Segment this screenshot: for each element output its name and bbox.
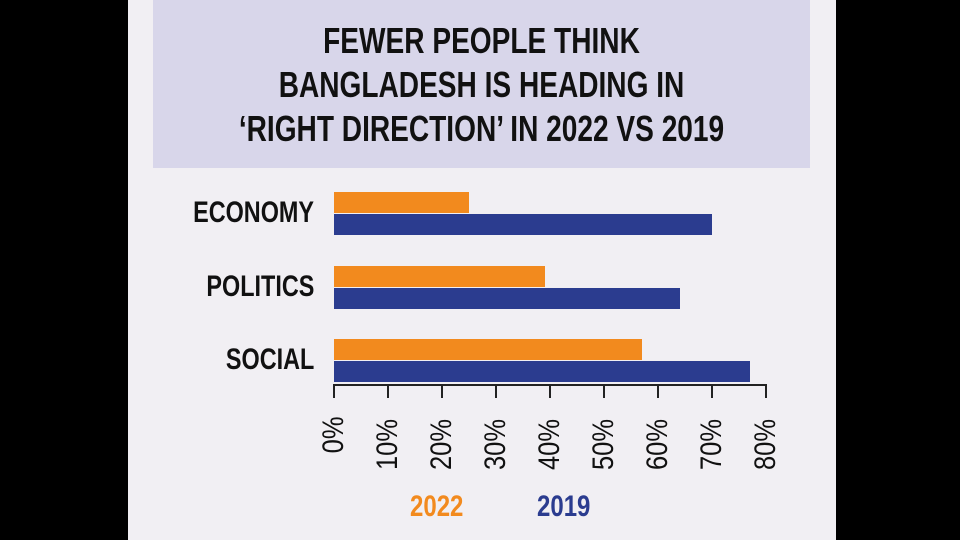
bar-politics-2022	[334, 266, 545, 287]
legend-2022: 2022	[410, 490, 463, 524]
x-tick-label-5: 50%	[587, 419, 620, 471]
legend-label-2019: 2019	[537, 490, 591, 523]
x-tick-label-3: 30%	[479, 419, 512, 471]
category-label-economy: ECONOMY	[193, 196, 314, 229]
x-tick-2	[441, 384, 443, 398]
x-tick-label-1: 10%	[371, 419, 404, 471]
x-tick-label-8: 80%	[749, 419, 782, 471]
bar-politics-2019	[334, 288, 680, 309]
x-tick-label-6: 60%	[641, 419, 674, 471]
x-tick-label-2: 20%	[425, 419, 458, 471]
x-tick-6	[657, 384, 659, 398]
category-label-politics: POLITICS	[206, 270, 314, 303]
bar-social-2019	[334, 361, 750, 382]
x-tick-label-0: 0%	[317, 416, 350, 454]
x-tick-8	[765, 384, 767, 398]
x-tick-0	[333, 384, 335, 398]
chart-title-line-1: FEWER PEOPLE THINK	[323, 20, 640, 61]
x-tick-label-4: 40%	[533, 419, 566, 471]
legend-2019: 2019	[537, 490, 590, 524]
title-banner	[153, 0, 810, 168]
x-tick-label-7: 70%	[695, 419, 728, 471]
x-tick-4	[549, 384, 551, 398]
bar-social-2022	[334, 339, 642, 360]
x-tick-1	[387, 384, 389, 398]
chart-title-line-3: ‘RIGHT DIRECTION’ IN 2022 VS 2019	[238, 108, 725, 149]
x-tick-7	[711, 384, 713, 398]
bar-economy-2019	[334, 214, 712, 235]
chart-title-line-2: BANGLADESH IS HEADING IN	[278, 64, 685, 105]
x-tick-5	[603, 384, 605, 398]
x-tick-3	[495, 384, 497, 398]
bar-economy-2022	[334, 192, 469, 213]
legend-label-2022: 2022	[410, 490, 464, 523]
category-label-social: SOCIAL	[225, 343, 314, 376]
